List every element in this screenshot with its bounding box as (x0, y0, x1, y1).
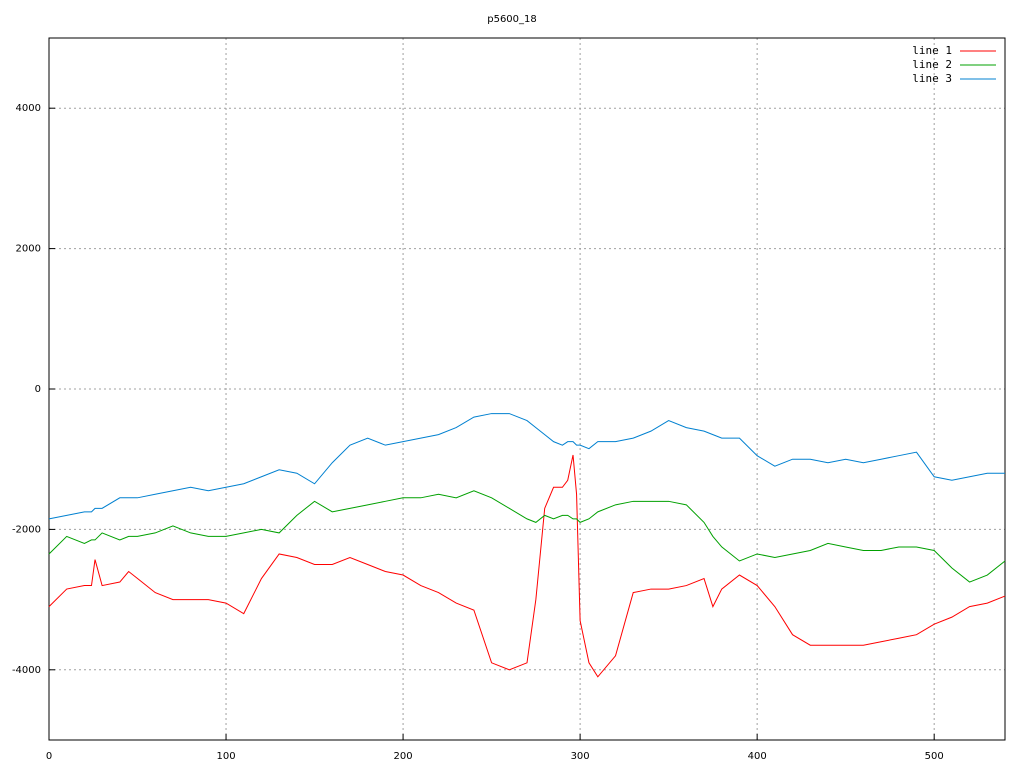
x-tick-label: 100 (216, 751, 235, 762)
y-tick-label: 0 (35, 384, 41, 395)
plot-frame (48, 37, 1006, 741)
y-tick-label: 2000 (16, 244, 41, 255)
y-tick-label: 4000 (16, 103, 41, 114)
x-tick-label: 300 (571, 751, 590, 762)
data-line (48, 490, 1006, 583)
x-tick-label: 0 (46, 751, 52, 762)
data-line (48, 454, 1006, 678)
legend-label: line 2 (912, 58, 952, 71)
x-tick-label: 500 (925, 751, 944, 762)
y-tick-label: -4000 (12, 665, 41, 676)
legend-label: line 3 (912, 72, 952, 85)
chart-title: p5600_18 (487, 14, 537, 25)
data-line (48, 413, 1005, 520)
y-tick-label: -2000 (12, 524, 41, 535)
x-tick-label: 400 (748, 751, 767, 762)
x-tick-label: 200 (394, 751, 413, 762)
legend-label: line 1 (912, 44, 952, 57)
